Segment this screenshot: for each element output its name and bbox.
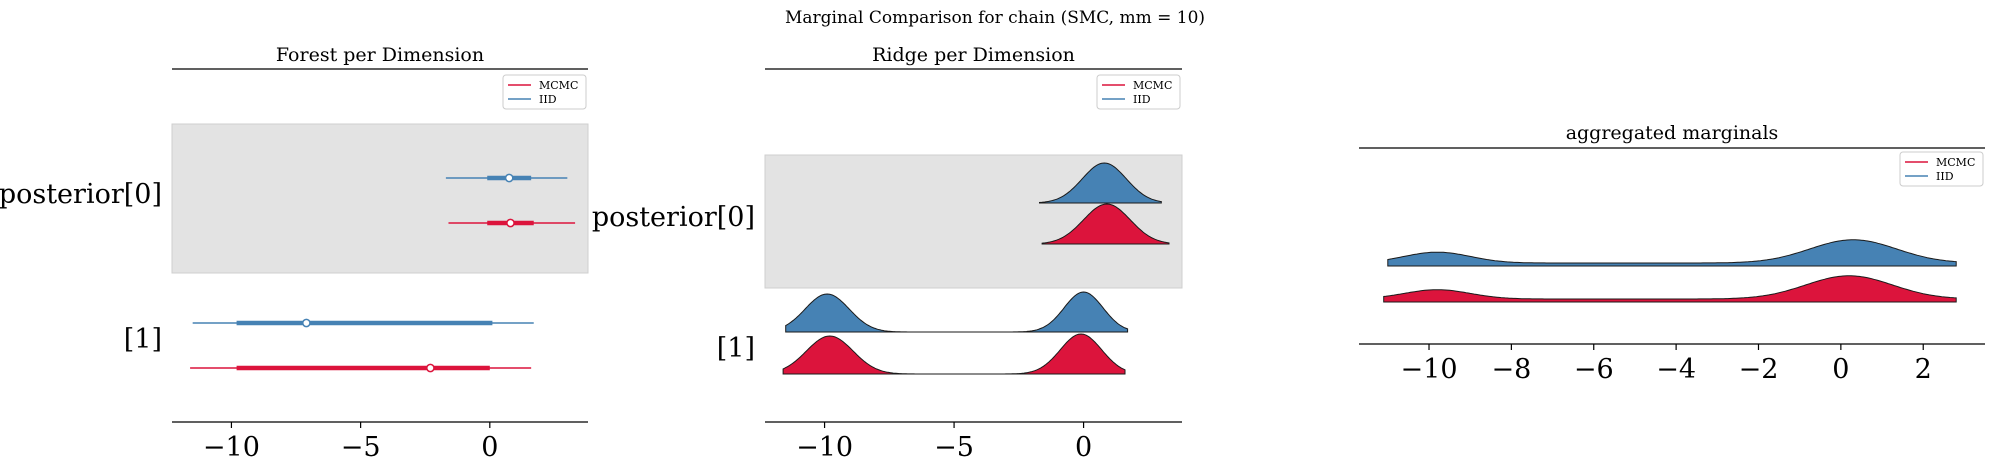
legend-label-iid: IID [539,93,557,106]
forest-panel: Forest per Dimension −10 −5 0 posterior[0] [1… [0,44,589,463]
x-tick-label: −5 [341,432,381,463]
x-tick-label: −5 [934,432,974,463]
y-label: [1] [124,324,162,355]
x-tick-label: 2 [1915,354,1932,385]
legend-box [1096,74,1181,110]
legend-label-iid: IID [1936,170,1954,183]
legend-label-mcmc: MCMC [1936,156,1975,169]
legend-box [502,74,587,110]
panel-title: Ridge per Dimension [872,44,1075,66]
shaded-row-band [171,123,589,274]
aggregated-density-iid [1387,239,1957,267]
forest-median-iid [504,173,514,183]
x-tick-label: −6 [1574,354,1614,385]
ridge-density-iid [1039,162,1162,204]
x-tick-label: 0 [481,432,498,463]
panel-title: aggregated marginals [1566,122,1779,144]
ridge-panel: Ridge per Dimension −10 −5 0 posterior[0] [1]… [592,44,1183,463]
ridge-density-mcmc [1041,203,1170,245]
x-tick-label: −10 [796,432,853,463]
x-tick-label: −4 [1656,354,1696,385]
x-tick-label: −10 [1401,354,1458,385]
panel-title: Forest per Dimension [276,44,484,66]
legend-box [1899,151,1984,187]
forest-median-mcmc [506,218,515,228]
x-tick-label: 0 [1832,354,1849,385]
x-tick-label: −2 [1739,354,1779,385]
y-label: [1] [717,333,755,364]
y-label: posterior[0] [0,179,162,210]
legend-label-mcmc: MCMC [539,79,578,92]
x-tick-label: −8 [1491,354,1531,385]
forest-median-mcmc [426,363,435,373]
figure-suptitle: Marginal Comparison for chain (SMC, mm =… [785,8,1205,28]
ridge-density-iid [785,291,1129,333]
y-label: posterior[0] [592,202,755,233]
x-tick-label: 0 [1075,432,1092,463]
legend-label-iid: IID [1133,93,1151,106]
x-tick-label: −10 [203,432,260,463]
aggregated-density-mcmc [1383,275,1957,303]
legend-label-mcmc: MCMC [1133,79,1172,92]
ridge-density-mcmc [782,333,1126,375]
forest-median-iid [302,318,311,328]
